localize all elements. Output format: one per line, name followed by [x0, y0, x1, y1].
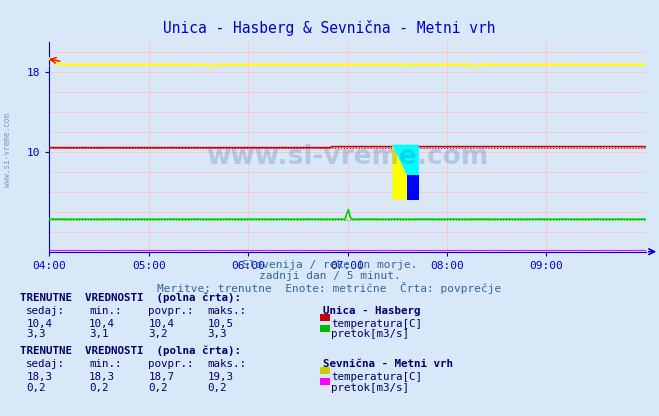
Polygon shape — [392, 145, 419, 200]
Text: 18,7: 18,7 — [148, 372, 174, 382]
Text: povpr.:: povpr.: — [148, 359, 194, 369]
Text: 18,3: 18,3 — [26, 372, 52, 382]
Text: Meritve: trenutne  Enote: metrične  Črta: povprečje: Meritve: trenutne Enote: metrične Črta: … — [158, 282, 501, 294]
Polygon shape — [407, 175, 419, 200]
Text: 10,4: 10,4 — [26, 319, 52, 329]
Text: TRENUTNE  VREDNOSTI  (polna črta):: TRENUTNE VREDNOSTI (polna črta): — [20, 292, 241, 302]
Text: povpr.:: povpr.: — [148, 306, 194, 316]
Text: maks.:: maks.: — [208, 306, 246, 316]
Text: Unica - Hasberg: Unica - Hasberg — [323, 306, 420, 316]
Text: www.si-vreme.com: www.si-vreme.com — [3, 113, 13, 187]
Polygon shape — [392, 145, 419, 200]
Text: 10,4: 10,4 — [89, 319, 115, 329]
Text: 10,4: 10,4 — [148, 319, 174, 329]
Text: 0,2: 0,2 — [148, 383, 168, 393]
Text: 0,2: 0,2 — [89, 383, 109, 393]
Text: maks.:: maks.: — [208, 359, 246, 369]
Text: TRENUTNE  VREDNOSTI  (polna črta):: TRENUTNE VREDNOSTI (polna črta): — [20, 345, 241, 356]
Text: temperatura[C]: temperatura[C] — [331, 372, 422, 382]
Text: Slovenija / reke in morje.: Slovenija / reke in morje. — [242, 260, 417, 270]
Text: Unica - Hasberg & Sevnična - Metni vrh: Unica - Hasberg & Sevnična - Metni vrh — [163, 20, 496, 36]
Text: zadnji dan / 5 minut.: zadnji dan / 5 minut. — [258, 271, 401, 281]
Text: 0,2: 0,2 — [26, 383, 46, 393]
Text: 18,3: 18,3 — [89, 372, 115, 382]
Text: 3,3: 3,3 — [208, 329, 227, 339]
Text: temperatura[C]: temperatura[C] — [331, 319, 422, 329]
Text: sedaj:: sedaj: — [26, 306, 65, 316]
Text: 19,3: 19,3 — [208, 372, 233, 382]
Text: pretok[m3/s]: pretok[m3/s] — [331, 383, 409, 393]
Text: 10,5: 10,5 — [208, 319, 233, 329]
Text: pretok[m3/s]: pretok[m3/s] — [331, 329, 409, 339]
Text: 3,2: 3,2 — [148, 329, 168, 339]
Text: sedaj:: sedaj: — [26, 359, 65, 369]
Text: min.:: min.: — [89, 359, 121, 369]
Text: min.:: min.: — [89, 306, 121, 316]
Text: www.si-vreme.com: www.si-vreme.com — [206, 144, 489, 170]
Text: 3,3: 3,3 — [26, 329, 46, 339]
Text: Sevnična - Metni vrh: Sevnična - Metni vrh — [323, 359, 453, 369]
Text: 3,1: 3,1 — [89, 329, 109, 339]
Text: 0,2: 0,2 — [208, 383, 227, 393]
